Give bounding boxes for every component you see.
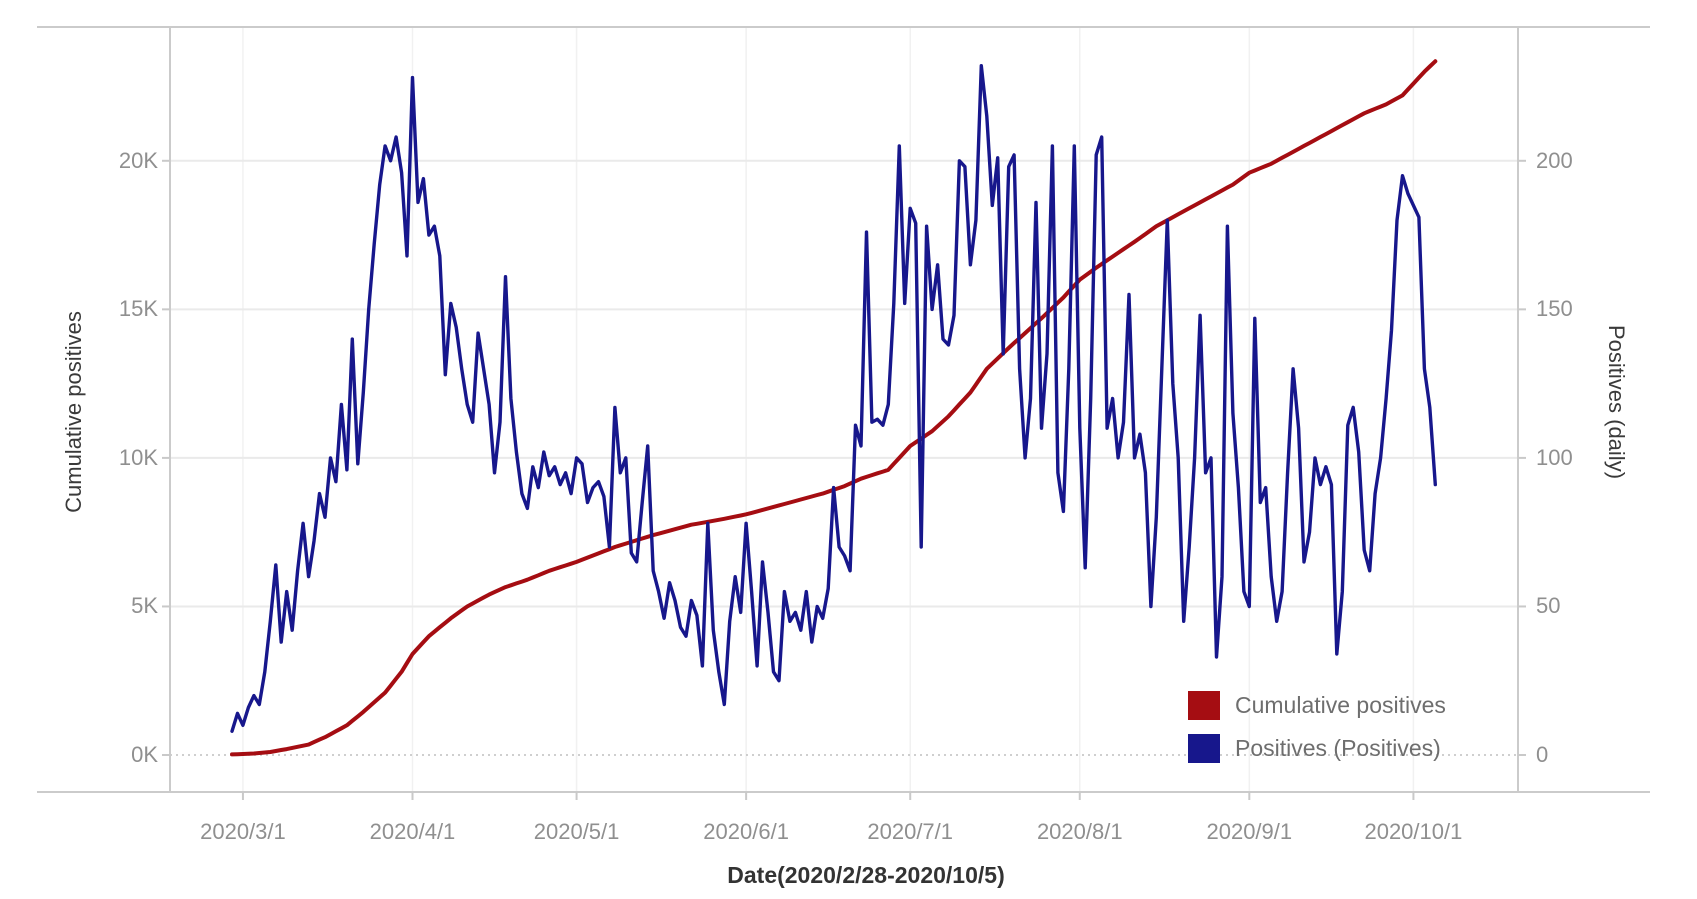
x-tick-label: 2020/8/1 [1036, 819, 1123, 844]
left-axis-title: Cumulative positives [61, 311, 86, 513]
y-left-tick-label: 0K [131, 742, 158, 767]
x-tick-label: 2020/7/1 [867, 819, 954, 844]
legend-item-cumulative-positives[interactable]: Cumulative positives [1188, 690, 1446, 720]
y-right-tick-label: 50 [1536, 593, 1561, 619]
x-tick-label: 2020/4/1 [369, 819, 456, 844]
y-left-tick-label: 20K [118, 147, 158, 173]
y-left-tick-label: 5K [131, 593, 158, 619]
right-axis-title: Positives (daily) [1604, 324, 1629, 480]
y-right-tick-label: 200 [1536, 147, 1573, 173]
x-tick-label: 2020/5/1 [533, 819, 620, 844]
y-right-tick-label: 0 [1536, 742, 1549, 767]
cumulative-positives-swatch [1188, 690, 1220, 720]
x-tick-label: 2020/9/1 [1206, 819, 1293, 844]
positives-daily-line [230, 63, 1438, 733]
x-tick-label: 2020/3/1 [200, 819, 286, 844]
y-left-tick-label: 10K [118, 444, 158, 470]
x-axis-title: Date(2020/2/28-2020/10/5) [727, 862, 1005, 888]
y-left-tick-label: 15K [118, 296, 158, 322]
legend-item-positives[interactable]: Positives (Positives) [1188, 733, 1446, 763]
legend-label: Positives (Positives) [1235, 734, 1441, 761]
x-tick-label: 2020/6/1 [703, 819, 789, 844]
y-right-tick-label: 100 [1536, 444, 1573, 470]
x-tick-label: 2020/10/1 [1364, 819, 1463, 844]
legend: Cumulative positives Positives (Positive… [1188, 690, 1446, 776]
positives-swatch [1188, 733, 1220, 763]
y-right-tick-label: 150 [1536, 296, 1573, 322]
legend-label: Cumulative positives [1235, 691, 1446, 718]
